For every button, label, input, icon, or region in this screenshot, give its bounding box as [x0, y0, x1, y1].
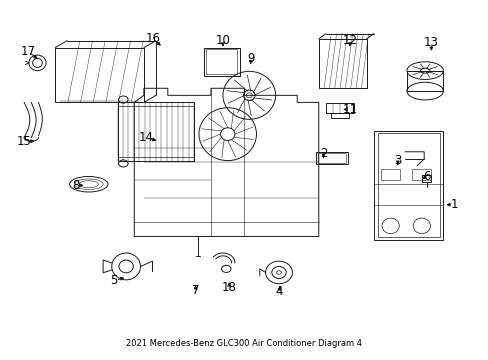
Text: 1: 1 [450, 198, 457, 211]
Bar [377, 134, 439, 237]
Text: 4: 4 [275, 285, 283, 298]
Bar [317, 153, 346, 163]
Text: 11: 11 [342, 103, 357, 116]
Text: 3: 3 [393, 154, 401, 167]
Bar [206, 49, 237, 74]
Text: 2021 Mercedes-Benz GLC300 Air Conditioner Diagram 4: 2021 Mercedes-Benz GLC300 Air Conditione… [126, 338, 362, 348]
Text: 14: 14 [139, 131, 153, 144]
Bar [411, 170, 430, 180]
Text: 13: 13 [423, 36, 438, 49]
Text: 8: 8 [72, 179, 80, 192]
Bar [330, 113, 348, 118]
Bar [373, 131, 443, 240]
Text: 12: 12 [342, 34, 357, 47]
Text: 15: 15 [17, 135, 31, 148]
Text: 17: 17 [20, 45, 35, 58]
Bar [117, 102, 194, 161]
Bar [316, 152, 347, 164]
Text: 2: 2 [319, 147, 326, 160]
Text: 18: 18 [221, 281, 236, 294]
Text: 9: 9 [246, 52, 254, 65]
Text: 7: 7 [191, 284, 199, 297]
Bar [406, 71, 443, 91]
Text: 10: 10 [215, 34, 230, 47]
Text: 16: 16 [145, 32, 161, 45]
Text: 5: 5 [110, 274, 118, 287]
Bar [318, 39, 366, 88]
Bar [203, 48, 239, 76]
Bar [380, 170, 400, 180]
Bar [325, 103, 353, 113]
Text: 6: 6 [422, 170, 429, 183]
Bar [55, 48, 143, 102]
